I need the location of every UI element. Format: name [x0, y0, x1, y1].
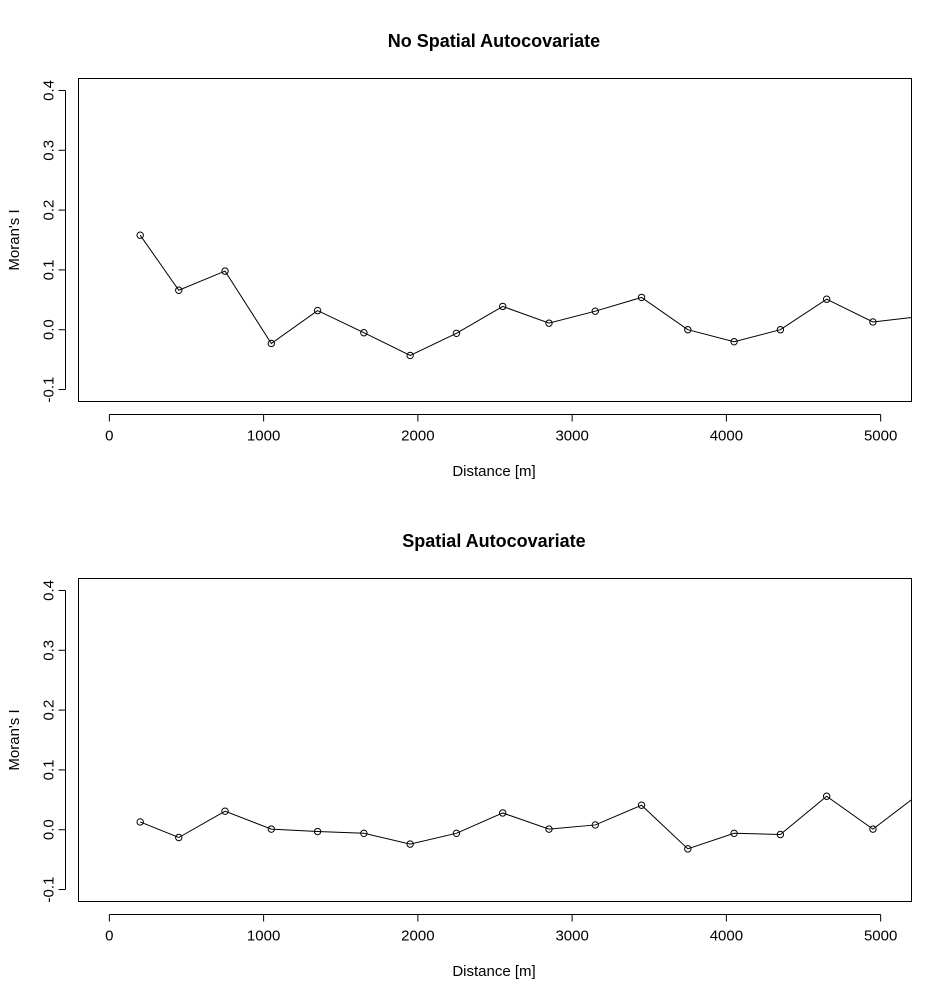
data-point [822, 295, 831, 303]
x-tick-label: 4000 [710, 928, 743, 945]
x-tick-label: 0 [105, 928, 113, 945]
plot-frame [78, 578, 912, 902]
data-point [136, 231, 144, 239]
data-point [684, 845, 692, 853]
y-axis-label: Moran's I [6, 209, 23, 270]
data-point [406, 351, 414, 360]
x-tick-label: 4000 [710, 428, 743, 445]
x-tick-label: 3000 [555, 928, 588, 945]
x-tick-label: 5000 [864, 428, 897, 445]
x-tick-label: 0 [105, 428, 113, 445]
x-tick-label: 2000 [401, 928, 434, 945]
data-point [499, 809, 507, 817]
x-tick-label: 3000 [555, 428, 588, 445]
x-axis: 0 1000 2000 3000 4000 5000 [105, 914, 897, 945]
y-axis: -0.1 0.0 0.1 0.2 0.3 0.4 [41, 580, 66, 902]
series-line [140, 795, 912, 850]
data-point [175, 286, 183, 294]
data-series [136, 231, 912, 360]
data-point [313, 827, 322, 836]
y-tick-label: 0.0 [41, 819, 58, 840]
y-tick-label: 0.4 [41, 80, 58, 101]
data-series [136, 792, 912, 853]
data-point [822, 792, 831, 800]
series-line [139, 234, 912, 356]
data-point [591, 821, 599, 829]
y-tick-label: 0.1 [41, 759, 58, 780]
data-point [776, 830, 785, 839]
x-tick-label: 2000 [401, 428, 434, 445]
x-axis-label: Distance [m] [452, 463, 535, 480]
plot-frame [78, 78, 912, 402]
y-tick-label: 0.1 [41, 259, 58, 280]
y-axis: -0.1 0.0 0.1 0.2 0.3 0.4 [41, 80, 66, 402]
data-point [360, 829, 368, 838]
data-point [267, 339, 276, 348]
data-point [136, 818, 144, 826]
y-tick-label: 0.2 [41, 700, 58, 721]
data-point [869, 825, 877, 833]
y-tick-label: 0.4 [41, 580, 58, 601]
data-point [452, 829, 461, 838]
data-point [499, 302, 507, 311]
y-tick-label: 0.3 [41, 640, 58, 661]
data-point [776, 326, 785, 334]
x-tick-label: 5000 [864, 928, 897, 945]
data-point [313, 306, 322, 315]
y-tick-label: -0.1 [41, 377, 58, 403]
chart-title: Spatial Autocovariate [402, 531, 585, 551]
chart-title: No Spatial Autocovariate [388, 31, 600, 51]
chart-panel-1: No Spatial Autocovariate 0 1000 2000 3000 40… [6, 31, 912, 480]
data-point [452, 329, 461, 338]
data-point [406, 840, 414, 848]
y-tick-label: 0.3 [41, 140, 58, 161]
x-tick-label: 1000 [247, 928, 280, 945]
chart-panel-2: Spatial Autocovariate 0 1000 2000 3000 4000 5… [6, 531, 912, 980]
y-tick-label: 0.0 [41, 319, 58, 340]
data-point [267, 825, 276, 833]
data-point [637, 801, 646, 809]
y-tick-label: -0.1 [41, 877, 58, 903]
y-tick-label: 0.2 [41, 200, 58, 221]
data-point [869, 318, 877, 326]
data-point [545, 319, 553, 327]
y-axis-label: Moran's I [6, 709, 23, 770]
data-point [221, 267, 229, 275]
data-point [730, 337, 738, 346]
x-axis-label: Distance [m] [452, 963, 535, 980]
data-point [730, 829, 738, 838]
data-point [545, 825, 553, 833]
data-point [684, 326, 692, 334]
x-tick-label: 1000 [247, 428, 280, 445]
data-point [221, 807, 229, 815]
data-point [637, 293, 646, 302]
data-point [175, 833, 183, 842]
data-point [360, 329, 368, 337]
x-axis: 0 1000 2000 3000 4000 5000 [105, 414, 897, 445]
data-point [591, 307, 599, 315]
